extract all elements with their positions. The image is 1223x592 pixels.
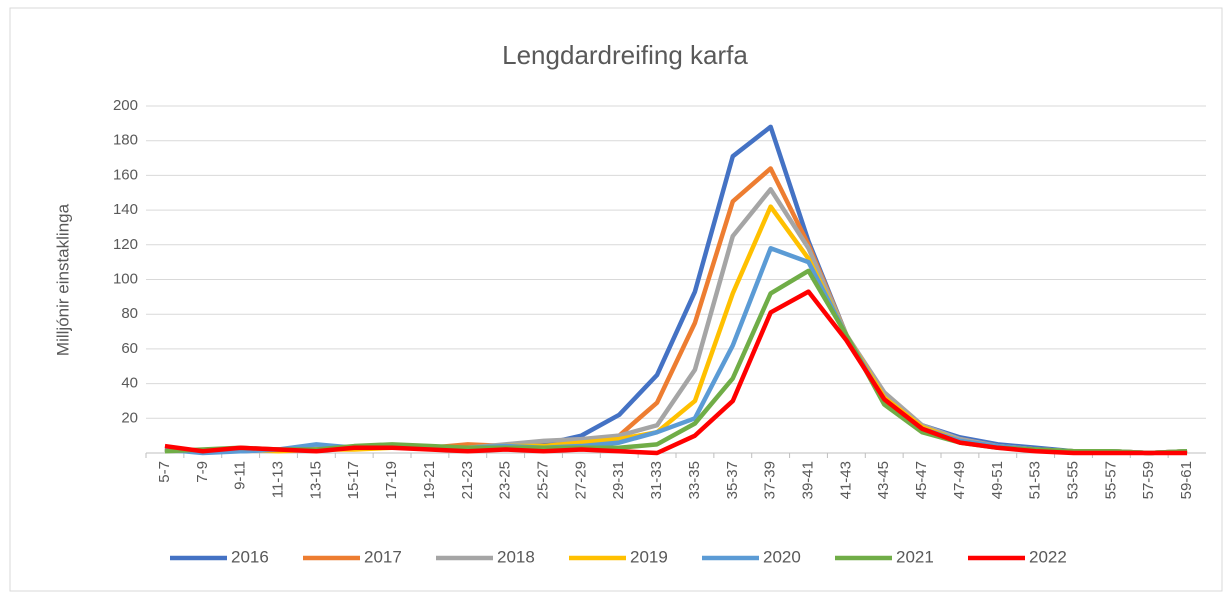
x-tick-label: 39-41 [799,461,816,499]
x-tick-label: 9-11 [232,461,249,490]
legend-label: 2021 [896,547,934,566]
x-tick-label: 35-37 [724,461,741,499]
x-tick-label: 11-13 [269,461,286,498]
x-tick-label: 55-57 [1102,461,1119,499]
y-tick-label: 40 [121,375,138,392]
x-tick-label: 7-9 [194,461,211,483]
legend-label: 2020 [763,547,801,566]
x-tick-label: 31-33 [648,461,665,499]
x-tick-label: 29-31 [610,461,627,499]
legend-label: 2022 [1029,547,1067,566]
x-tick-label: 19-21 [421,461,438,499]
x-tick-label: 37-39 [762,461,779,499]
x-tick-label: 25-27 [534,461,551,499]
y-tick-label: 160 [113,166,138,183]
chart-title: Lengdardreifing karfa [502,40,748,70]
legend-label: 2017 [364,547,402,566]
y-tick-label: 120 [113,236,138,253]
x-tick-label: 45-47 [913,461,930,499]
x-tick-label: 15-17 [345,461,362,499]
legend-label: 2019 [630,547,668,566]
y-tick-label: 200 [113,97,138,114]
x-tick-label: 51-53 [1027,461,1044,499]
y-axis-label: Milljónir einstaklinga [53,203,72,356]
y-tick-label: 140 [113,201,138,218]
x-tick-label: 5-7 [156,461,173,483]
x-tick-label: 47-49 [951,461,968,499]
legend-label: 2016 [231,547,269,566]
x-tick-label: 13-15 [307,461,324,499]
line-series [164,289,1188,456]
y-tick-label: 20 [121,409,138,426]
x-tick-label: 33-35 [686,461,703,499]
x-tick-label: 57-59 [1140,461,1157,499]
y-tick-label: 60 [121,340,138,357]
x-tick-label: 17-19 [383,461,400,499]
x-tick-label: 41-43 [837,461,854,499]
legend-label: 2018 [497,547,535,566]
y-tick-label: 80 [121,305,138,322]
x-tick-label: 23-25 [497,461,514,499]
x-tick-label: 43-45 [875,461,892,499]
chart-frame [9,7,1223,592]
x-tick-label: 53-55 [1064,461,1081,499]
x-tick-label: 27-29 [572,461,589,499]
x-tick-label: 49-51 [989,461,1006,499]
x-tick-label: 21-23 [459,461,476,499]
y-tick-label: 100 [113,270,138,287]
y-tick-label: 180 [113,132,138,149]
x-tick-label: 59-61 [1178,461,1195,499]
